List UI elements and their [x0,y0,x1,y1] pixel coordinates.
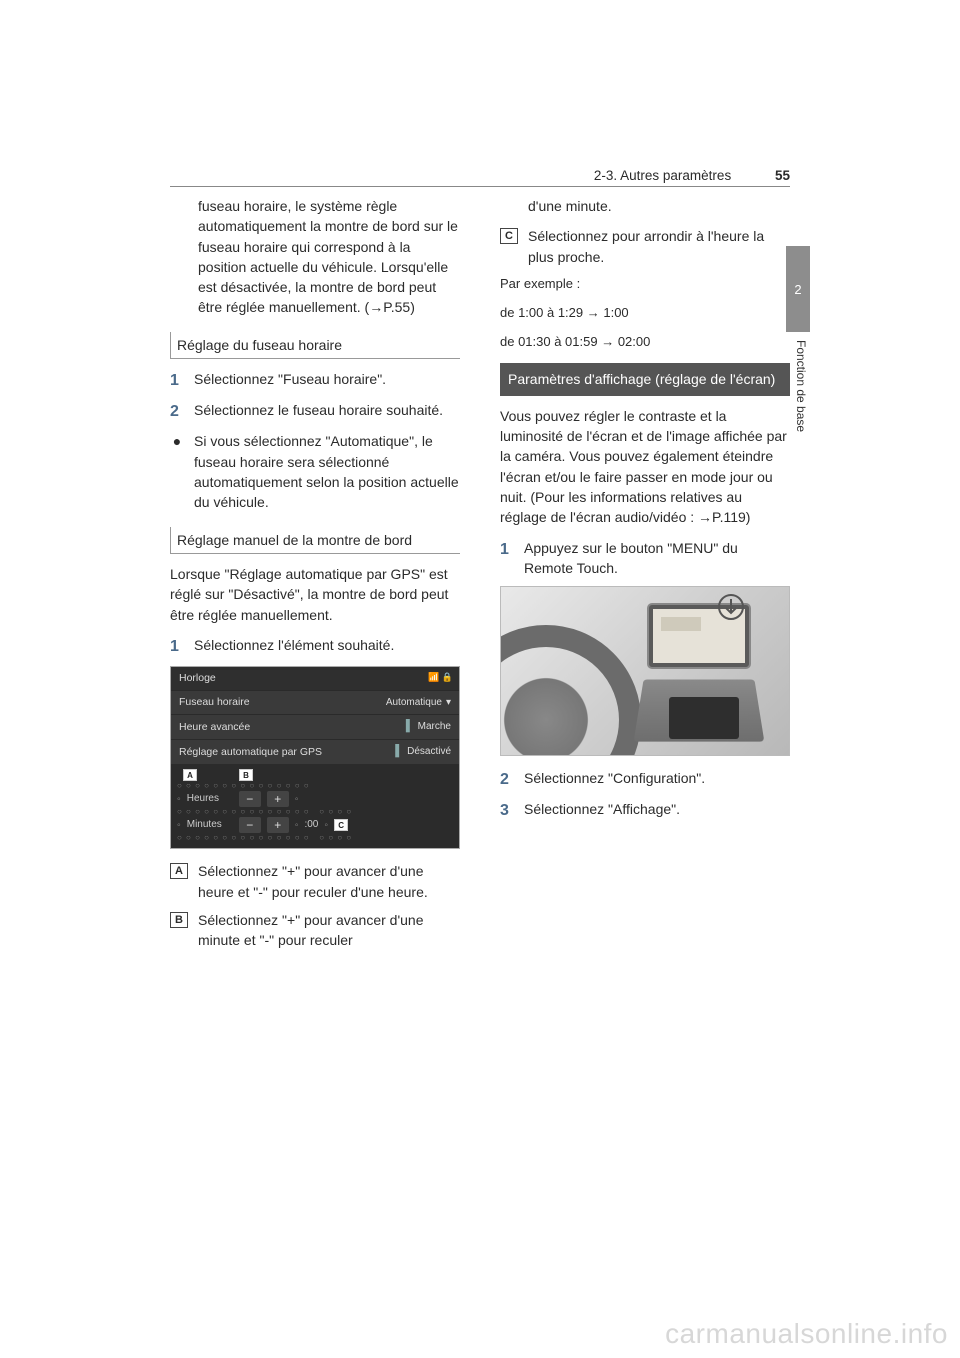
content-columns: fuseau horaire, le système règle automat… [170,196,790,959]
display-settings-heading: Paramètres d'affichage (réglage de l'écr… [500,363,790,395]
step-text: Sélectionnez "Configuration". [524,768,790,791]
dots-row: ○ ○ ○ ○ ○ ○ ○ ○ ○ ○ ○ ○ ○ ○ ○ [177,782,453,790]
section-title: 2-3. Autres paramètres [594,168,731,183]
callout-b: B [239,769,253,781]
hours-label: Heures [187,792,233,807]
shot-status-icons: 📶 🔒 [428,671,453,684]
label-c-box: C [500,228,518,244]
step-number: 2 [170,400,184,423]
callout-a: A [183,769,197,781]
split-icon: ◦ [177,792,181,807]
steering-wheel [500,625,641,756]
callout-c: C [334,819,348,831]
label-c-text: Sélectionnez pour arrondir à l'heure la … [524,226,790,267]
step-text: Sélectionnez "Fuseau horaire". [194,369,460,392]
label-a-text: Sélectionnez "+" pour avancer d'une heur… [194,861,460,902]
shot-row-label: Heure avancée [179,720,250,735]
split-icon: ◦ [177,818,181,833]
shot-titlebar: Horloge 📶 🔒 [171,667,459,690]
shot-row-timezone: Fuseau horaire Automatique ▾ [171,690,459,714]
example-intro: Par exemple : [500,275,790,294]
watermark: carmanualsonline.info [665,1318,948,1350]
shot-minutes-row: ◦ Minutes − + ◦ :00 ◦ C [177,817,453,833]
step-number: 1 [500,538,514,579]
split-icon: ◦ [324,818,328,833]
shot-adjust-area: A B ○ ○ ○ ○ ○ ○ ○ ○ ○ ○ ○ ○ ○ ○ ○ ◦ Heur… [171,764,459,848]
split-icon: ◦ [295,792,299,807]
bullet-text: Si vous sélectionnez "Automatique", le f… [194,431,460,512]
shot-callout-row-ab: A B [177,769,453,781]
left-column: fuseau horaire, le système règle automat… [170,196,460,959]
step-1b: 1 Sélectionnez l'élément souhaité. [170,635,460,658]
page-number: 55 [775,168,790,183]
minus-button: − [239,817,261,833]
label-b-box: B [170,912,188,928]
shot-row-label: Réglage automatique par GPS [179,745,322,760]
right-step-3: 3 Sélectionnez "Affichage". [500,799,790,822]
shot-row-dst: Heure avancée ▌Marche [171,714,459,739]
shot-row-value: Automatique ▾ [386,696,451,711]
page: 2-3. Autres paramètres 55 2 Fonction de … [0,0,960,1358]
dashboard-photo [500,586,790,756]
step-number: 3 [500,799,514,822]
step-text: Appuyez sur le bouton "MENU" du Remote T… [524,538,790,579]
step-number: 1 [170,369,184,392]
shot-title: Horloge [179,672,216,684]
continuation-text: d'une minute. [500,196,790,216]
chapter-label: Fonction de base [788,340,808,432]
shot-row-value: ▌Marche [406,719,451,735]
subheading-manual: Réglage manuel de la montre de bord [170,527,460,554]
label-a-box: A [170,863,188,879]
example-line-2: de 01:30 à 01:59 → 02:00 [500,333,790,352]
header-rule [170,186,790,187]
step-2: 2 Sélectionnez le fuseau horaire souhait… [170,400,460,423]
minus-button: − [239,791,261,807]
shot-row-value: ▌Désactivé [395,744,451,760]
bullet-dot: ● [170,431,184,512]
remote-touch-pad [669,697,739,739]
step-text: Sélectionnez l'élément souhaité. [194,635,460,658]
right-step-2: 2 Sélectionnez "Configuration". [500,768,790,791]
manual-paragraph: Lorsque "Réglage automatique par GPS" es… [170,564,460,625]
dots-row: ○ ○ ○ ○ ○ ○ ○ ○ ○ ○ ○ ○ ○ ○ ○ ○ ○ ○ ○ [177,834,453,842]
plus-button: + [267,791,289,807]
right-step-1: 1 Appuyez sur le bouton "MENU" du Remote… [500,538,790,579]
display-paragraph: Vous pouvez régler le contraste et la lu… [500,406,790,528]
running-header: 2-3. Autres paramètres 55 [170,168,790,183]
chapter-number: 2 [794,282,801,297]
step-number: 1 [170,635,184,658]
intro-paragraph: fuseau horaire, le système règle automat… [170,196,460,318]
step-text: Sélectionnez le fuseau horaire souhaité. [194,400,460,423]
shot-row-gps: Réglage automatique par GPS ▌Désactivé [171,739,459,764]
shot-row-label: Fuseau horaire [179,695,250,710]
plus-button: + [267,817,289,833]
right-column: d'une minute. C Sélectionnez pour arrond… [500,196,790,959]
tick-icon: ▌ [395,744,403,760]
minutes-label: Minutes [187,818,233,833]
tick-icon: ▌ [406,719,414,735]
label-a-item: A Sélectionnez "+" pour avancer d'une he… [170,861,460,902]
label-b-item: B Sélectionnez "+" pour avancer d'une mi… [170,910,460,951]
step-text: Sélectionnez "Affichage". [524,799,790,822]
zero-label: :00 [304,818,318,833]
bullet-auto: ● Si vous sélectionnez "Automatique", le… [170,431,460,512]
label-c-item: C Sélectionnez pour arrondir à l'heure l… [500,226,790,267]
arrow-callout-icon [717,593,745,621]
clock-settings-screenshot: Horloge 📶 🔒 Fuseau horaire Automatique ▾… [170,666,460,849]
dots-row: ○ ○ ○ ○ ○ ○ ○ ○ ○ ○ ○ ○ ○ ○ ○ ○ ○ ○ ○ [177,808,453,816]
example-line-1: de 1:00 à 1:29 → 1:00 [500,304,790,323]
chevron-down-icon: ▾ [446,696,451,711]
step-1: 1 Sélectionnez "Fuseau horaire". [170,369,460,392]
split-icon: ◦ [295,818,299,833]
label-b-text: Sélectionnez "+" pour avancer d'une minu… [194,910,460,951]
subheading-timezone: Réglage du fuseau horaire [170,332,460,359]
shot-hours-row: ◦ Heures − + ◦ [177,791,453,807]
step-number: 2 [500,768,514,791]
